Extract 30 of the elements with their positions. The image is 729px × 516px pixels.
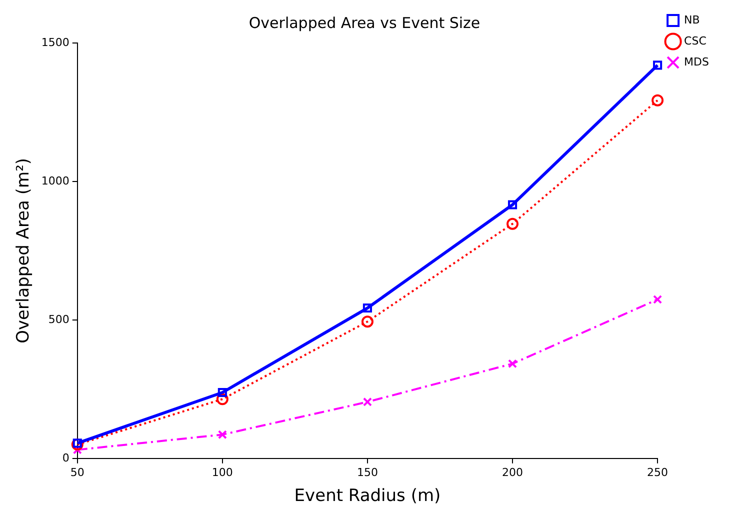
- point: [508, 200, 518, 210]
- legend-label: MDS: [684, 55, 710, 68]
- point: [362, 397, 372, 406]
- point: [72, 438, 82, 448]
- point: [653, 60, 662, 70]
- point: [72, 445, 82, 454]
- x-axis-title: Event Radius (m): [294, 486, 441, 506]
- point: [218, 430, 227, 440]
- x-tick-label: 250: [647, 466, 668, 479]
- point: [652, 94, 664, 106]
- point: [218, 388, 227, 398]
- y-tick-label: 0: [62, 451, 70, 464]
- y-axis-title: Overlapped Area (m²): [14, 158, 34, 344]
- legend-label: NB: [684, 13, 700, 26]
- point: [653, 294, 662, 304]
- x-tick-label: 200: [502, 466, 524, 479]
- legend-label: CSC: [684, 34, 707, 48]
- chart-title: Overlapped Area vs Event Size: [248, 14, 480, 32]
- point: [508, 359, 518, 368]
- point: [506, 218, 519, 230]
- point: [361, 316, 374, 328]
- x-tick-label: 50: [70, 466, 84, 479]
- point: [362, 303, 372, 313]
- y-tick-label: 1500: [41, 36, 70, 49]
- x-tick-label: 150: [356, 466, 378, 479]
- y-tick-label: 500: [48, 312, 70, 326]
- point: [216, 393, 228, 406]
- point: [71, 438, 84, 451]
- y-tick-label: 1000: [41, 174, 70, 188]
- x-tick-label: 100: [212, 466, 233, 479]
